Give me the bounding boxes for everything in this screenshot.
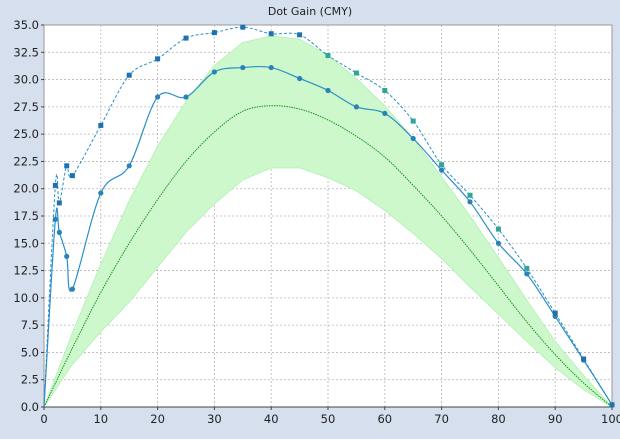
y-tick-label: 7.5 [21, 318, 39, 332]
tick-label-layer: 0 10 20 30 40 50 60 70 80 90 100 0.0 2.5 5.0 7.5 10.0 12… [13, 18, 620, 426]
series-dashed-point [155, 56, 161, 62]
series-measured-point [524, 271, 530, 277]
series-measured-point [297, 75, 303, 82]
x-tick-label: 100 [601, 412, 620, 426]
series-measured-point [268, 64, 274, 71]
y-tick-label: 30.0 [13, 73, 39, 87]
series-measured-point [439, 167, 445, 173]
series-measured-point [240, 64, 246, 71]
x-tick-label: 50 [321, 412, 336, 426]
series-dashed-point [353, 70, 359, 76]
series-dashed-point [410, 118, 416, 124]
marker-layer [52, 24, 615, 408]
series-dashed-point [69, 173, 75, 179]
y-tick-label: 10.0 [13, 291, 39, 305]
series-measured-point [126, 163, 132, 169]
series-dashed-point [609, 402, 615, 408]
y-tick-label: 2.5 [21, 373, 39, 387]
x-tick-label: 0 [40, 412, 47, 426]
series-dashed-point [467, 192, 473, 198]
series-dashed-point [56, 200, 62, 206]
series-dashed-point [524, 265, 530, 271]
series-dashed-point [126, 72, 132, 78]
series-measured-point [183, 94, 189, 100]
series-dashed-point [240, 24, 246, 30]
series-dashed-point [183, 35, 189, 41]
x-tick-label: 70 [434, 412, 449, 426]
series-measured-point [56, 229, 62, 235]
series-dashed-point [439, 162, 445, 168]
x-tick-label: 60 [377, 412, 392, 426]
y-tick-label: 20.0 [13, 182, 39, 196]
y-tick-label: 27.5 [13, 100, 39, 114]
y-tick-label: 5.0 [21, 345, 39, 359]
series-measured-point [64, 253, 70, 259]
y-tick-label: 15.0 [13, 236, 39, 250]
series-dashed-point [52, 182, 58, 188]
series-measured-point [211, 69, 217, 75]
y-tick-label: 22.5 [13, 154, 39, 168]
x-tick-label: 80 [491, 412, 506, 426]
series-measured-point [325, 87, 331, 94]
series-measured-point [467, 199, 473, 205]
series-dashed-point [495, 226, 501, 232]
series-dashed-point [552, 310, 558, 316]
x-tick-label: 20 [150, 412, 165, 426]
series-reference-line [43, 105, 613, 408]
series-measured-point [382, 110, 388, 117]
series-measured-point [52, 216, 58, 222]
series-measured-point [69, 286, 75, 292]
series-dashed-point [64, 163, 70, 169]
y-tick-label: 12.5 [13, 264, 39, 278]
series-measured-point [495, 240, 501, 246]
y-tick-label: 0.0 [21, 400, 39, 414]
y-tick-label: 32.5 [13, 45, 39, 59]
x-tick-label: 90 [548, 412, 563, 426]
series-dashed-point [211, 30, 217, 36]
series-dashed-point [581, 356, 587, 362]
y-tick-label: 35.0 [13, 18, 39, 32]
y-tick-label: 25.0 [13, 127, 39, 141]
series-dashed-point [382, 87, 388, 93]
x-tick-label: 40 [264, 412, 279, 426]
series-dashed-point [268, 31, 274, 37]
series-dashed-point [325, 53, 331, 59]
x-tick-label: 10 [93, 412, 108, 426]
chart-title: Dot Gain (CMY) [268, 5, 352, 18]
series-dashed-point [98, 122, 104, 128]
y-tick-label: 17.5 [13, 209, 39, 223]
series-measured-point [98, 190, 104, 196]
series-measured-point [410, 135, 416, 142]
series-measured-point [353, 104, 359, 110]
x-tick-label: 30 [207, 412, 222, 426]
series-measured-point [155, 94, 161, 100]
series-dashed-point [297, 32, 303, 38]
